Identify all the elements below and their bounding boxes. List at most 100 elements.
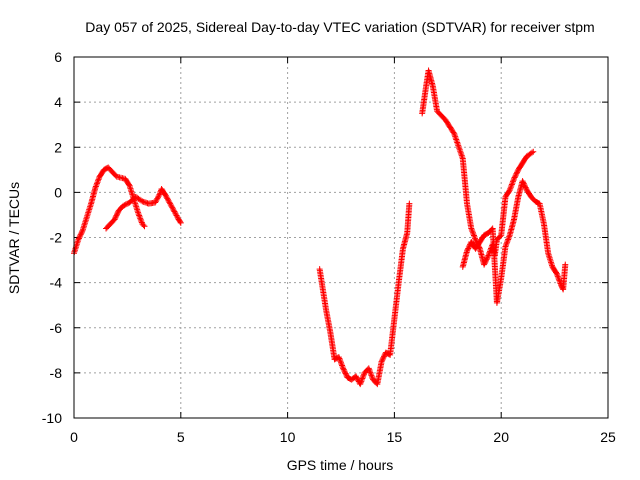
data-point (338, 361, 345, 368)
data-point (340, 366, 347, 373)
data-point (485, 251, 492, 258)
y-tick-label: 4 (54, 94, 62, 110)
x-tick-label: 20 (493, 429, 509, 445)
data-point (177, 218, 184, 225)
data-point (353, 374, 360, 381)
data-point (528, 149, 535, 156)
data-point (138, 218, 145, 225)
grid (74, 57, 608, 418)
data-point (173, 212, 180, 219)
data-point (121, 202, 128, 209)
data-point (123, 200, 130, 207)
data-point (386, 351, 393, 358)
data-point (112, 213, 119, 220)
data-point (458, 152, 465, 159)
data-point (156, 191, 163, 198)
data-point (452, 133, 459, 140)
data-point (484, 253, 491, 260)
data-point (336, 355, 343, 362)
data-point (484, 255, 491, 262)
data-point (152, 198, 159, 205)
data-point (169, 205, 176, 212)
data-point (95, 177, 102, 184)
data-point (456, 145, 463, 152)
data-point (452, 135, 459, 142)
data-point (555, 276, 562, 283)
data-point (520, 179, 527, 186)
data-point (465, 245, 472, 252)
x-tick-label: 25 (600, 429, 616, 445)
data-point (163, 194, 170, 201)
data-point (508, 181, 515, 188)
data-point (485, 252, 492, 259)
data-point (337, 358, 344, 365)
data-point (92, 183, 99, 190)
data-point (172, 211, 179, 218)
data-point (112, 215, 119, 222)
data-point (75, 236, 82, 243)
data-point (167, 201, 174, 208)
data-point (341, 367, 348, 374)
data-point (137, 215, 144, 222)
x-tick-label: 5 (177, 429, 185, 445)
data-point (459, 154, 466, 161)
data-point (503, 240, 510, 247)
data-point (457, 149, 464, 156)
data-point (137, 216, 144, 223)
data-point (522, 184, 529, 191)
data-point (77, 232, 84, 239)
data-point (343, 371, 350, 378)
data-point (164, 195, 171, 202)
data-point (366, 368, 373, 375)
data-point (368, 373, 375, 380)
data-point (503, 242, 510, 249)
data-point (504, 239, 511, 246)
data-point (342, 370, 349, 377)
data-point (379, 357, 386, 364)
data-point (122, 201, 129, 208)
data-point (509, 180, 516, 187)
y-tick-label: -10 (42, 410, 62, 426)
data-point (454, 139, 461, 146)
data-point (340, 365, 347, 372)
data-point (453, 138, 460, 145)
y-axis-label: SDTVAR / TECUs (6, 182, 22, 294)
data-point (464, 248, 471, 255)
series-arc-3 (316, 200, 413, 388)
data-point (380, 354, 387, 361)
y-tick-label: -6 (50, 320, 63, 336)
data-point (482, 258, 489, 265)
data-point (455, 142, 462, 149)
data-point (456, 146, 463, 153)
data-point (509, 178, 516, 185)
data-point (530, 148, 537, 155)
data-point (481, 261, 488, 268)
data-point (77, 231, 84, 238)
data-point (510, 177, 517, 184)
data-point (177, 219, 184, 226)
data-point (497, 233, 504, 240)
data-point (174, 213, 181, 220)
data-point (166, 199, 173, 206)
data-point (481, 260, 488, 267)
data-point (455, 143, 462, 150)
data-point (168, 203, 175, 210)
data-point (471, 233, 478, 240)
data-point (358, 376, 365, 383)
data-point (94, 179, 101, 186)
data-point (521, 181, 528, 188)
data-point (365, 365, 372, 372)
tick-labels: 0 5 10 15 20 25 -10 -8 -6 -4 -2 0 2 4 6 (42, 49, 616, 445)
data-point (95, 176, 102, 183)
data-point (113, 212, 120, 219)
data-point (472, 236, 479, 243)
data-point (75, 235, 82, 242)
data-point (507, 185, 514, 192)
data-point (136, 212, 143, 219)
data-point (378, 358, 385, 365)
data-point (512, 173, 519, 180)
data-point (379, 356, 386, 363)
data-point (504, 237, 511, 244)
data-point (155, 192, 162, 199)
